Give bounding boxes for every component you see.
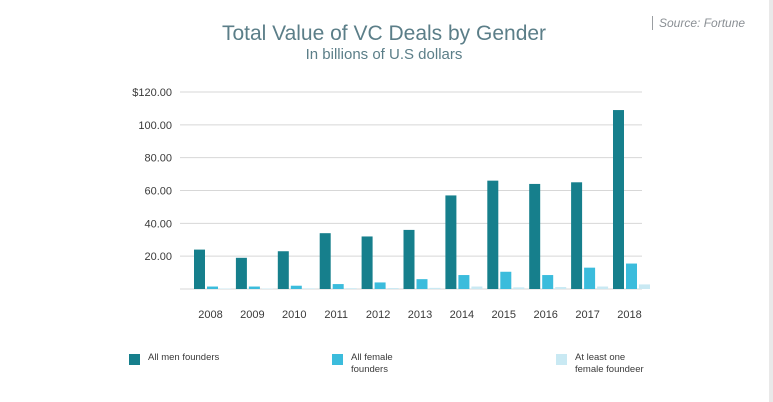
x-tick-label-2018: 2018: [617, 309, 641, 321]
bar-2010-series-1: [290, 285, 302, 289]
bar-2013-series-0: [403, 229, 415, 289]
chart-legend: All men founders All female founders At …: [0, 352, 773, 392]
x-tick-label-2008: 2008: [198, 309, 222, 321]
bar-2016-series-2: [555, 287, 567, 289]
bar-2008-series-2: [220, 288, 231, 290]
x-tick-label-2011: 2011: [324, 309, 348, 321]
bar-2017-series-1: [584, 267, 596, 289]
y-tick-label-20: 20.00: [144, 251, 172, 263]
bar-2017-series-2: [597, 286, 609, 289]
bar-2008-series-0: [194, 249, 205, 289]
chart-title: Total Value of VC Deals by Gender: [221, 22, 547, 45]
source-label: Source:: [659, 16, 701, 30]
y-tick-label-100: 100.00: [138, 120, 172, 132]
bar-2015-series-2: [513, 287, 525, 289]
y-tick-label-80: 80.00: [144, 153, 172, 165]
bar-2016-series-1: [542, 275, 554, 289]
bar-2011-series-1: [332, 284, 344, 289]
bar-2016-series-0: [529, 183, 541, 289]
legend-label-female: All female founders: [351, 352, 393, 375]
source-note: Source: Fortune: [652, 16, 745, 30]
bar-2009-series-0: [235, 257, 247, 289]
window-edge: [769, 0, 773, 402]
bar-2013-series-1: [416, 279, 428, 289]
bar-2008-series-1: [207, 286, 218, 289]
x-tick-label-2015: 2015: [492, 309, 516, 321]
bar-2009-series-2: [261, 288, 273, 290]
x-tick-label-2012: 2012: [366, 309, 390, 321]
bar-2015-series-1: [500, 271, 512, 289]
bar-chart: 20.00 40.00 60.00 80.00 100.00 $120.00 2008 200…: [132, 87, 650, 321]
legend-label-mixed: At least one female foundeer: [575, 352, 644, 375]
x-tick-label-2009: 2009: [240, 309, 264, 321]
bar-2018-series-2: [639, 284, 650, 289]
legend-swatch-mixed: [556, 354, 567, 365]
chart-subtitle: In billions of U.S dollars: [305, 46, 463, 63]
legend-label-men: All men founders: [148, 352, 220, 363]
bar-2017-series-0: [571, 182, 583, 289]
legend-item-men: All men founders: [129, 352, 219, 365]
legend-item-mixed: At least one female foundeer: [556, 352, 644, 376]
legend-item-female: All female founders: [332, 352, 431, 376]
bar-2018-series-1: [626, 263, 637, 289]
x-tick-label-2016: 2016: [533, 309, 557, 321]
bar-2014-series-2: [471, 286, 483, 289]
bar-2009-series-1: [248, 286, 260, 289]
y-tick-label-120: $120.00: [132, 87, 172, 99]
bar-2015-series-0: [487, 180, 499, 289]
y-tick-label-60: 60.00: [144, 186, 172, 198]
bar-2010-series-0: [277, 251, 289, 289]
x-tick-label-2013: 2013: [408, 309, 432, 321]
source-name: Fortune: [703, 16, 746, 30]
bar-2012-series-0: [361, 236, 373, 289]
legend-swatch-female: [332, 354, 343, 365]
bar-2011-series-0: [319, 233, 331, 289]
bar-2011-series-2: [345, 288, 357, 289]
bar-2013-series-2: [429, 287, 441, 289]
bar-2014-series-0: [445, 195, 457, 289]
bar-2018-series-0: [613, 110, 624, 289]
bar-2012-series-2: [387, 288, 399, 289]
y-tick-label-40: 40.00: [144, 218, 172, 230]
legend-swatch-men: [129, 354, 140, 365]
x-tick-label-2014: 2014: [450, 309, 474, 321]
bar-2012-series-1: [374, 282, 386, 289]
bar-2010-series-2: [303, 288, 315, 289]
x-tick-label-2017: 2017: [575, 309, 599, 321]
bar-2014-series-1: [458, 275, 470, 289]
x-tick-label-2010: 2010: [282, 309, 306, 321]
